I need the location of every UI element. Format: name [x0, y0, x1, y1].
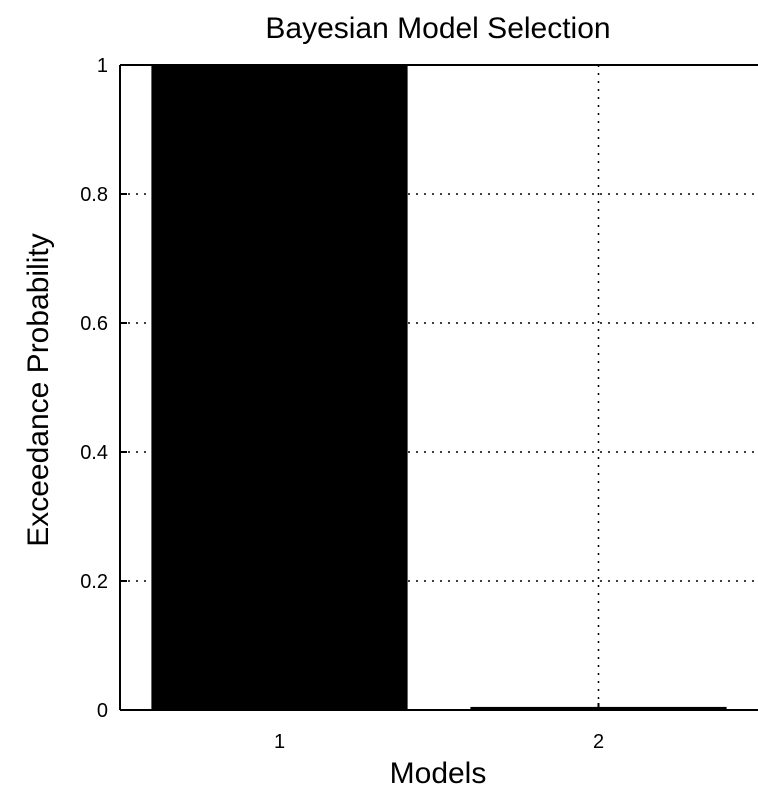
y-tick-label: 1 [97, 55, 108, 77]
y-axis-label: Exceedance Probability [22, 233, 55, 547]
x-tick-label: 1 [274, 731, 285, 753]
y-tick-label: 0.8 [80, 184, 108, 206]
y-tick-label: 0.4 [80, 442, 108, 464]
x-tick-label: 2 [593, 731, 604, 753]
y-tick-label: 0.2 [80, 571, 108, 593]
bar-model-1 [151, 64, 408, 711]
y-tick-labels: 0 0.2 0.4 0.6 0.8 1 [80, 55, 127, 722]
chart-title: Bayesian Model Selection [265, 12, 610, 45]
x-axis-label: Models [390, 757, 487, 790]
axes-frame [119, 64, 758, 711]
bars [151, 64, 727, 711]
y-tick-label: 0.6 [80, 313, 108, 335]
y-tick-label: 0 [97, 700, 108, 722]
